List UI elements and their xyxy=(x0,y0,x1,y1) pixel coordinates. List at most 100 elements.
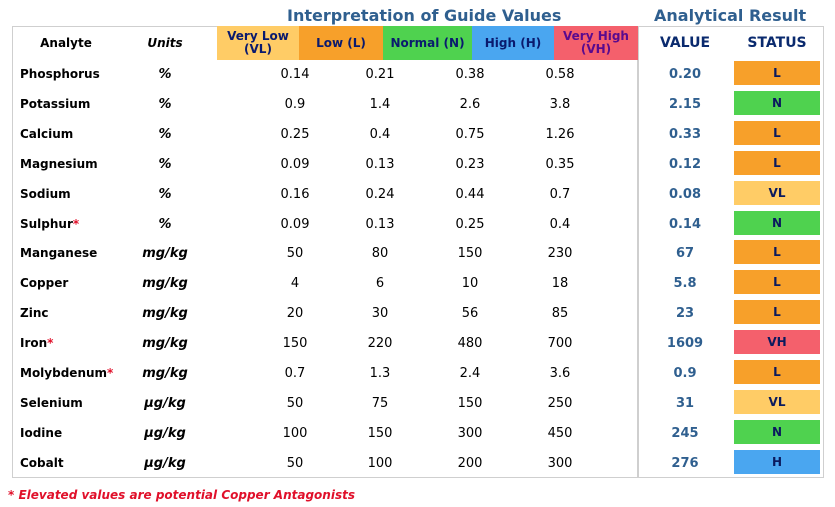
units-cell: µg/kg xyxy=(144,456,186,471)
header-analyte: Analyte xyxy=(40,36,92,50)
analyte-name: Sulphur* xyxy=(20,217,79,231)
analyte-name: Sodium xyxy=(20,187,71,201)
guide-value-h: 0.35 xyxy=(545,157,575,172)
status-badge: L xyxy=(734,121,820,145)
status-badge: VH xyxy=(734,330,820,354)
guide-value-vl: 0.16 xyxy=(280,187,310,202)
guide-value-vl: 20 xyxy=(286,306,304,321)
guide-value-n: 56 xyxy=(461,306,479,321)
result-value: 23 xyxy=(675,306,695,321)
guide-value-l: 0.13 xyxy=(365,157,395,172)
analyte-label: Selenium xyxy=(20,396,83,410)
result-value: 0.08 xyxy=(668,187,702,202)
analyte-label: Cobalt xyxy=(20,456,64,470)
guide-value-vl: 50 xyxy=(286,246,304,261)
guide-value-h: 18 xyxy=(551,276,569,291)
guide-value-h: 700 xyxy=(547,336,573,351)
guide-value-vl: 150 xyxy=(282,336,308,351)
status-badge: L xyxy=(734,270,820,294)
analyte-label: Magnesium xyxy=(20,157,98,171)
guide-value-n: 150 xyxy=(457,396,483,411)
analyte-label: Copper xyxy=(20,276,69,290)
guide-value-h: 85 xyxy=(551,306,569,321)
units-cell: % xyxy=(158,157,172,172)
units-cell: µg/kg xyxy=(144,426,186,441)
header-very-low: Very Low (VL) xyxy=(217,26,299,60)
guide-value-h: 1.26 xyxy=(545,127,575,142)
guide-value-l: 0.4 xyxy=(369,127,391,142)
analyte-label: Manganese xyxy=(20,246,98,260)
analyte-name: Manganese xyxy=(20,246,97,260)
guide-value-l: 100 xyxy=(367,456,393,471)
guide-value-h: 3.6 xyxy=(549,366,571,381)
result-value: 5.8 xyxy=(673,276,697,291)
status-badge: L xyxy=(734,360,820,384)
analyte-label: Sulphur xyxy=(20,217,73,231)
analyte-name: Phosphorus xyxy=(20,67,100,81)
units-cell: mg/kg xyxy=(142,336,188,351)
guide-value-vl: 0.25 xyxy=(280,127,310,142)
status-badge: N xyxy=(734,91,820,115)
units-cell: mg/kg xyxy=(142,306,188,321)
guide-value-h: 0.7 xyxy=(549,187,571,202)
units-cell: % xyxy=(158,67,172,82)
guide-value-l: 30 xyxy=(371,306,389,321)
guide-value-l: 0.13 xyxy=(365,217,395,232)
analyte-label: Molybdenum xyxy=(20,366,108,380)
result-value: 31 xyxy=(675,396,695,411)
guide-value-vl: 0.9 xyxy=(284,97,306,112)
guide-value-h: 250 xyxy=(547,396,573,411)
guide-value-vl: 0.14 xyxy=(280,67,310,82)
guide-value-vl: 0.09 xyxy=(280,157,310,172)
guide-value-h: 300 xyxy=(547,456,573,471)
guide-value-vl: 0.7 xyxy=(284,366,306,381)
status-badge: L xyxy=(734,240,820,264)
status-badge: VL xyxy=(734,181,820,205)
antagonist-star: * xyxy=(107,366,114,380)
result-value: 1609 xyxy=(666,336,704,351)
result-value: 0.9 xyxy=(673,366,697,381)
guide-values-title: Interpretation of Guide Values xyxy=(287,6,562,25)
analytical-result-title: Analytical Result xyxy=(654,6,807,25)
analyte-name: Selenium xyxy=(20,396,83,410)
status-badge: L xyxy=(734,151,820,175)
guide-value-n: 150 xyxy=(457,246,483,261)
header-status: STATUS xyxy=(747,35,807,51)
result-value: 0.20 xyxy=(668,67,702,82)
status-badge: H xyxy=(734,450,820,474)
header-units: Units xyxy=(147,36,183,50)
guide-value-vl: 50 xyxy=(286,396,304,411)
analyte-label: Zinc xyxy=(20,306,49,320)
header-high: High (H) xyxy=(472,26,554,60)
status-badge: L xyxy=(734,300,820,324)
guide-value-l: 6 xyxy=(375,276,385,291)
guide-value-n: 0.44 xyxy=(455,187,485,202)
guide-value-n: 200 xyxy=(457,456,483,471)
guide-value-vl: 0.09 xyxy=(280,217,310,232)
header-very-high: Very High (VH) xyxy=(554,26,638,60)
header-value: VALUE xyxy=(659,35,711,51)
result-value: 0.33 xyxy=(668,127,702,142)
guide-value-l: 1.3 xyxy=(369,366,391,381)
units-cell: mg/kg xyxy=(142,276,188,291)
analyte-name: Cobalt xyxy=(20,456,64,470)
antagonist-star: * xyxy=(72,217,80,231)
guide-value-vl: 100 xyxy=(282,426,308,441)
header-low: Low (L) xyxy=(299,26,383,60)
guide-value-l: 80 xyxy=(371,246,389,261)
analyte-name: Molybdenum* xyxy=(20,366,113,380)
result-value: 0.12 xyxy=(668,157,702,172)
guide-value-l: 220 xyxy=(367,336,393,351)
status-badge: L xyxy=(734,61,820,85)
analyte-name: Copper xyxy=(20,276,68,290)
guide-value-n: 2.4 xyxy=(459,366,481,381)
guide-value-h: 0.4 xyxy=(549,217,571,232)
status-badge: N xyxy=(734,211,820,235)
guide-value-l: 1.4 xyxy=(369,97,391,112)
analyte-name: Potassium xyxy=(20,97,90,111)
guide-value-vl: 4 xyxy=(290,276,300,291)
analyte-name: Zinc xyxy=(20,306,48,320)
analyte-label: Potassium xyxy=(20,97,91,111)
result-value: 67 xyxy=(675,246,695,261)
analyte-label: Phosphorus xyxy=(20,67,100,81)
